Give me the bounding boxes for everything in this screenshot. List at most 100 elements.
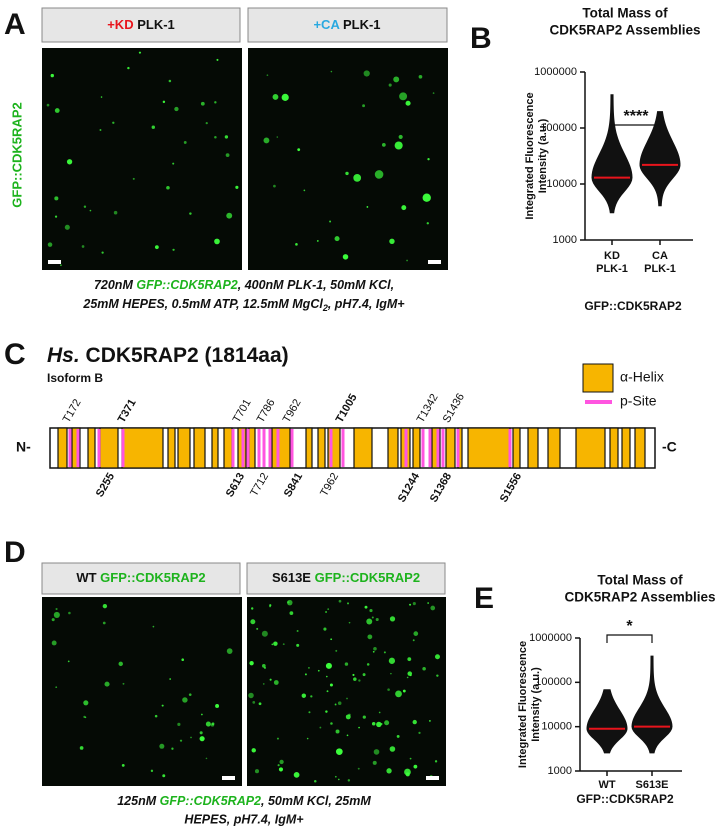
y-tick-label: 10000 — [546, 178, 577, 190]
speck — [346, 734, 349, 737]
speck — [289, 611, 294, 615]
helix — [57, 427, 68, 469]
speck — [174, 106, 179, 112]
speck — [169, 678, 172, 680]
speck — [154, 714, 158, 718]
speck — [317, 669, 320, 672]
helix — [547, 427, 561, 469]
helix — [305, 427, 313, 469]
speck — [205, 721, 211, 727]
speck — [330, 638, 333, 641]
speck — [378, 711, 381, 714]
speck — [295, 243, 298, 246]
dot-swarm — [591, 94, 633, 214]
speck — [100, 96, 103, 98]
speck — [122, 682, 125, 685]
chart-title: Total Mass of — [582, 6, 668, 21]
speck — [269, 678, 272, 681]
speck — [367, 634, 373, 640]
speck — [388, 83, 392, 87]
site-label: T701 — [231, 397, 254, 425]
helix — [71, 427, 81, 469]
y-tick-label: 1000000 — [529, 632, 572, 644]
speck — [201, 713, 203, 716]
p-site — [290, 429, 294, 467]
significance: * — [626, 618, 633, 635]
speck — [371, 722, 376, 726]
speck — [412, 602, 416, 606]
helix — [527, 427, 539, 469]
speck — [150, 769, 154, 773]
header-part: PLK-1 — [339, 17, 380, 32]
site-label: S613 — [224, 471, 247, 499]
speck — [308, 711, 311, 714]
speck — [426, 222, 429, 225]
speck — [296, 629, 299, 632]
speck — [406, 676, 409, 679]
speck — [54, 108, 60, 113]
speck — [389, 616, 396, 622]
legend-label: p-Site — [620, 393, 657, 409]
speck — [272, 94, 279, 100]
speck — [329, 220, 332, 223]
helix — [412, 427, 421, 469]
significance: **** — [624, 108, 650, 125]
speck — [432, 92, 435, 94]
legend-swatch — [582, 363, 614, 393]
helix — [87, 427, 96, 469]
speck — [296, 643, 300, 647]
speck — [205, 757, 208, 760]
speck — [168, 79, 172, 83]
title-part: Hs. — [47, 344, 80, 367]
caption-part: 2 — [322, 303, 328, 313]
header-box — [247, 7, 448, 43]
p-site — [231, 429, 235, 467]
speck — [55, 607, 58, 611]
speck — [326, 690, 329, 693]
speck — [330, 722, 333, 725]
speck — [418, 731, 421, 735]
speck — [118, 661, 123, 667]
speck — [277, 764, 280, 767]
speck — [329, 683, 333, 687]
helix — [167, 427, 176, 469]
speck — [162, 774, 166, 778]
speck — [226, 648, 233, 654]
significance-bracket — [611, 124, 661, 133]
speck — [249, 660, 254, 666]
c-terminus: -C — [662, 439, 677, 455]
header-part: S613E — [272, 570, 311, 585]
micrograph — [248, 48, 448, 270]
x-tick-label: KD — [604, 250, 620, 262]
speck — [434, 760, 438, 763]
speck — [422, 193, 431, 202]
speck — [345, 171, 349, 176]
speck — [59, 264, 62, 267]
speck — [357, 767, 360, 770]
speck — [215, 704, 220, 708]
speck — [102, 621, 106, 625]
speck — [427, 158, 430, 161]
p-site — [341, 429, 345, 467]
speck — [216, 58, 219, 61]
speck — [189, 212, 192, 215]
header-part: +KD — [107, 17, 133, 32]
speck — [418, 74, 423, 79]
scale-bar — [48, 260, 61, 264]
speck — [214, 101, 217, 104]
speck — [161, 704, 164, 707]
speck — [337, 701, 342, 705]
speck — [335, 729, 340, 734]
caption: 720nM GFP::CDK5RAP2, 400nM PLK-1, 50mM K… — [94, 278, 394, 292]
dot-swarm — [586, 689, 628, 754]
caption-part: , pH7.4, IgM+ — [327, 297, 405, 311]
speck — [338, 599, 342, 603]
helix — [121, 427, 164, 469]
speck — [55, 686, 58, 689]
speck — [393, 76, 400, 83]
site-label: T786 — [255, 397, 278, 425]
speck — [374, 170, 384, 179]
speck — [152, 625, 155, 628]
p-site — [276, 429, 280, 467]
y-tick-label: 1000 — [548, 765, 572, 777]
